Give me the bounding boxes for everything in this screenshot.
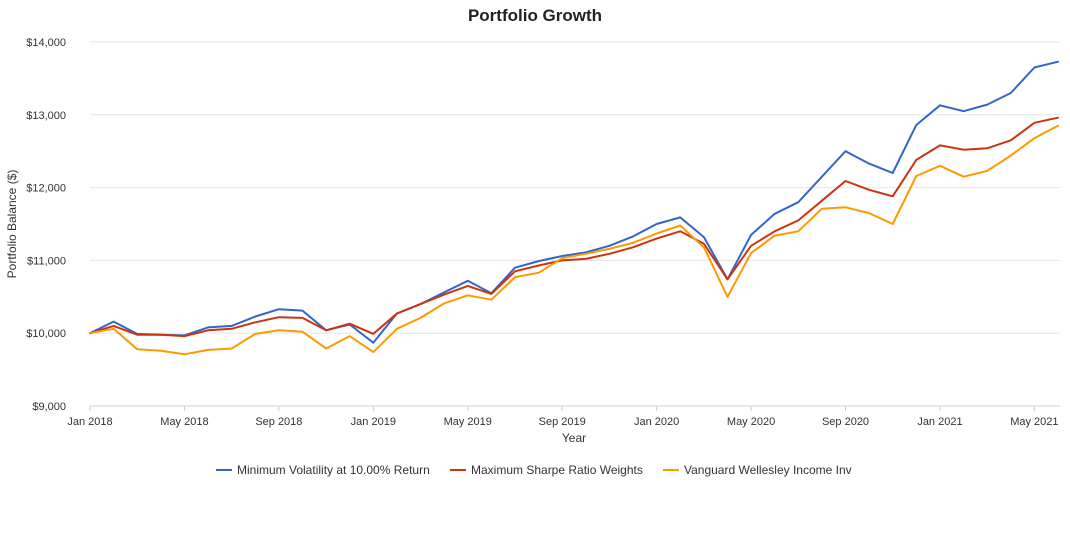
y-tick-label: $9,000 <box>32 401 66 413</box>
x-tick-label: Jan 2020 <box>634 416 679 428</box>
x-tick-label: May 2018 <box>160 416 208 428</box>
gridlines <box>90 41 1060 407</box>
x-tick-label: Sep 2018 <box>255 416 302 428</box>
chart-title: Portfolio Growth <box>468 6 602 25</box>
legend-label: Minimum Volatility at 10.00% Return <box>237 463 430 477</box>
y-axis: $9,000 $10,000 $11,000 $12,000 $13,000 $14,00… <box>26 37 66 413</box>
series-line-3 <box>89 124 1059 356</box>
y-axis-title: Portfolio Balance ($) <box>5 170 19 279</box>
legend-label: Maximum Sharpe Ratio Weights <box>471 463 643 477</box>
x-tick-label: Jan 2018 <box>67 416 112 428</box>
x-axis-title: Year <box>562 431 586 445</box>
y-tick-label: $11,000 <box>27 255 66 267</box>
x-tick-label: May 2019 <box>444 416 492 428</box>
x-tick-label: Sep 2020 <box>822 416 869 428</box>
y-tick-label: $12,000 <box>26 183 66 195</box>
legend-label: Vanguard Wellesley Income Inv <box>684 463 852 477</box>
x-axis: Jan 2018 May 2018 Sep 2018 Jan 2019 May 2019… <box>67 405 1060 428</box>
x-tick-label: Jan 2021 <box>917 416 962 428</box>
y-tick-label: $14,000 <box>26 37 66 49</box>
x-tick-label: Jan 2019 <box>351 416 396 428</box>
y-tick-label: $10,000 <box>26 328 66 340</box>
legend: Minimum Volatility at 10.00% Return Maxim… <box>216 463 852 477</box>
x-tick-label: May 2021 <box>1010 416 1058 428</box>
series-line-2 <box>89 116 1059 338</box>
series-lines <box>89 60 1059 356</box>
y-tick-label: $13,000 <box>26 110 66 122</box>
x-tick-label: May 2020 <box>727 416 775 428</box>
series-line-1 <box>89 60 1059 344</box>
x-tick-label: Sep 2019 <box>539 416 586 428</box>
